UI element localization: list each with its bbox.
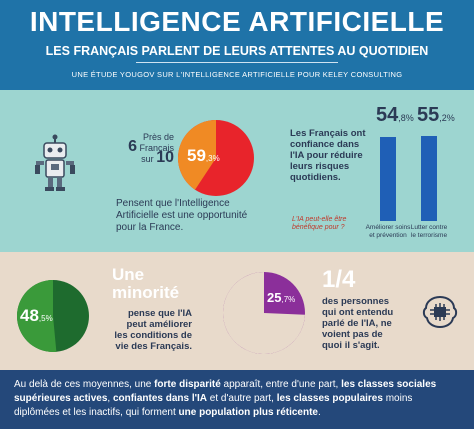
brain-chip-icon <box>422 295 458 329</box>
header: INTELLIGENCE ARTIFICIELLE LES FRANÇAIS P… <box>0 0 474 90</box>
minority-pie-label: 48,5% <box>20 306 53 325</box>
opportunity-pie-label: 59,3% <box>187 146 220 165</box>
awareness-text: des personnes qui ont entendu parlé de l… <box>322 296 394 351</box>
bar-soins <box>380 136 396 221</box>
minority-section: 48,5% Une minorité pense que l'IA peut a… <box>0 252 474 370</box>
source-note: UNE ÉTUDE YOUGOV SUR L'INTELLIGENCE ARTI… <box>71 70 403 79</box>
bar-label-terrorisme: Lutter contre le terrorisme <box>410 224 448 239</box>
opportunity-caption: Pensent que l'Intelligence Artificielle … <box>116 198 248 233</box>
chart-question: L'IA peut-elle être bénéfique pour ? <box>292 216 347 231</box>
header-divider <box>136 62 338 63</box>
opportunity-section: Près de 6 Français sur 10 59,3% Pensent … <box>0 90 474 252</box>
fraction-value: 1/4 <box>322 266 356 293</box>
minority-text: pense que l'IA peut améliorer les condit… <box>114 308 192 352</box>
bar-value-soins: 54,8% <box>376 104 414 126</box>
minority-headline: Une minorité <box>112 265 180 302</box>
robot-icon <box>35 134 75 191</box>
bar-terrorisme <box>421 136 437 221</box>
bar-value-terrorisme: 55,2% <box>417 104 455 126</box>
confidence-text: Les Français ont confiance dans l'IA pou… <box>290 128 366 183</box>
ratio-text: Près de 6 Français sur 10 <box>128 132 174 166</box>
minority-pie <box>17 280 89 352</box>
bar-label-soins: Améliorer soins et prévention <box>365 224 411 239</box>
opportunity-pie <box>178 120 254 196</box>
page-title: INTELLIGENCE ARTIFICIELLE <box>29 6 445 37</box>
page-subtitle: LES FRANÇAIS PARLENT DE LEURS ATTENTES A… <box>45 44 429 58</box>
ratio-ten: 10 <box>156 149 174 166</box>
disparity-footer: Au delà de ces moyennes, une forte dispa… <box>0 370 474 429</box>
awareness-pie-label: 25,7% <box>267 290 296 305</box>
ratio-six: 6 <box>128 138 137 155</box>
awareness-pie <box>223 272 305 354</box>
